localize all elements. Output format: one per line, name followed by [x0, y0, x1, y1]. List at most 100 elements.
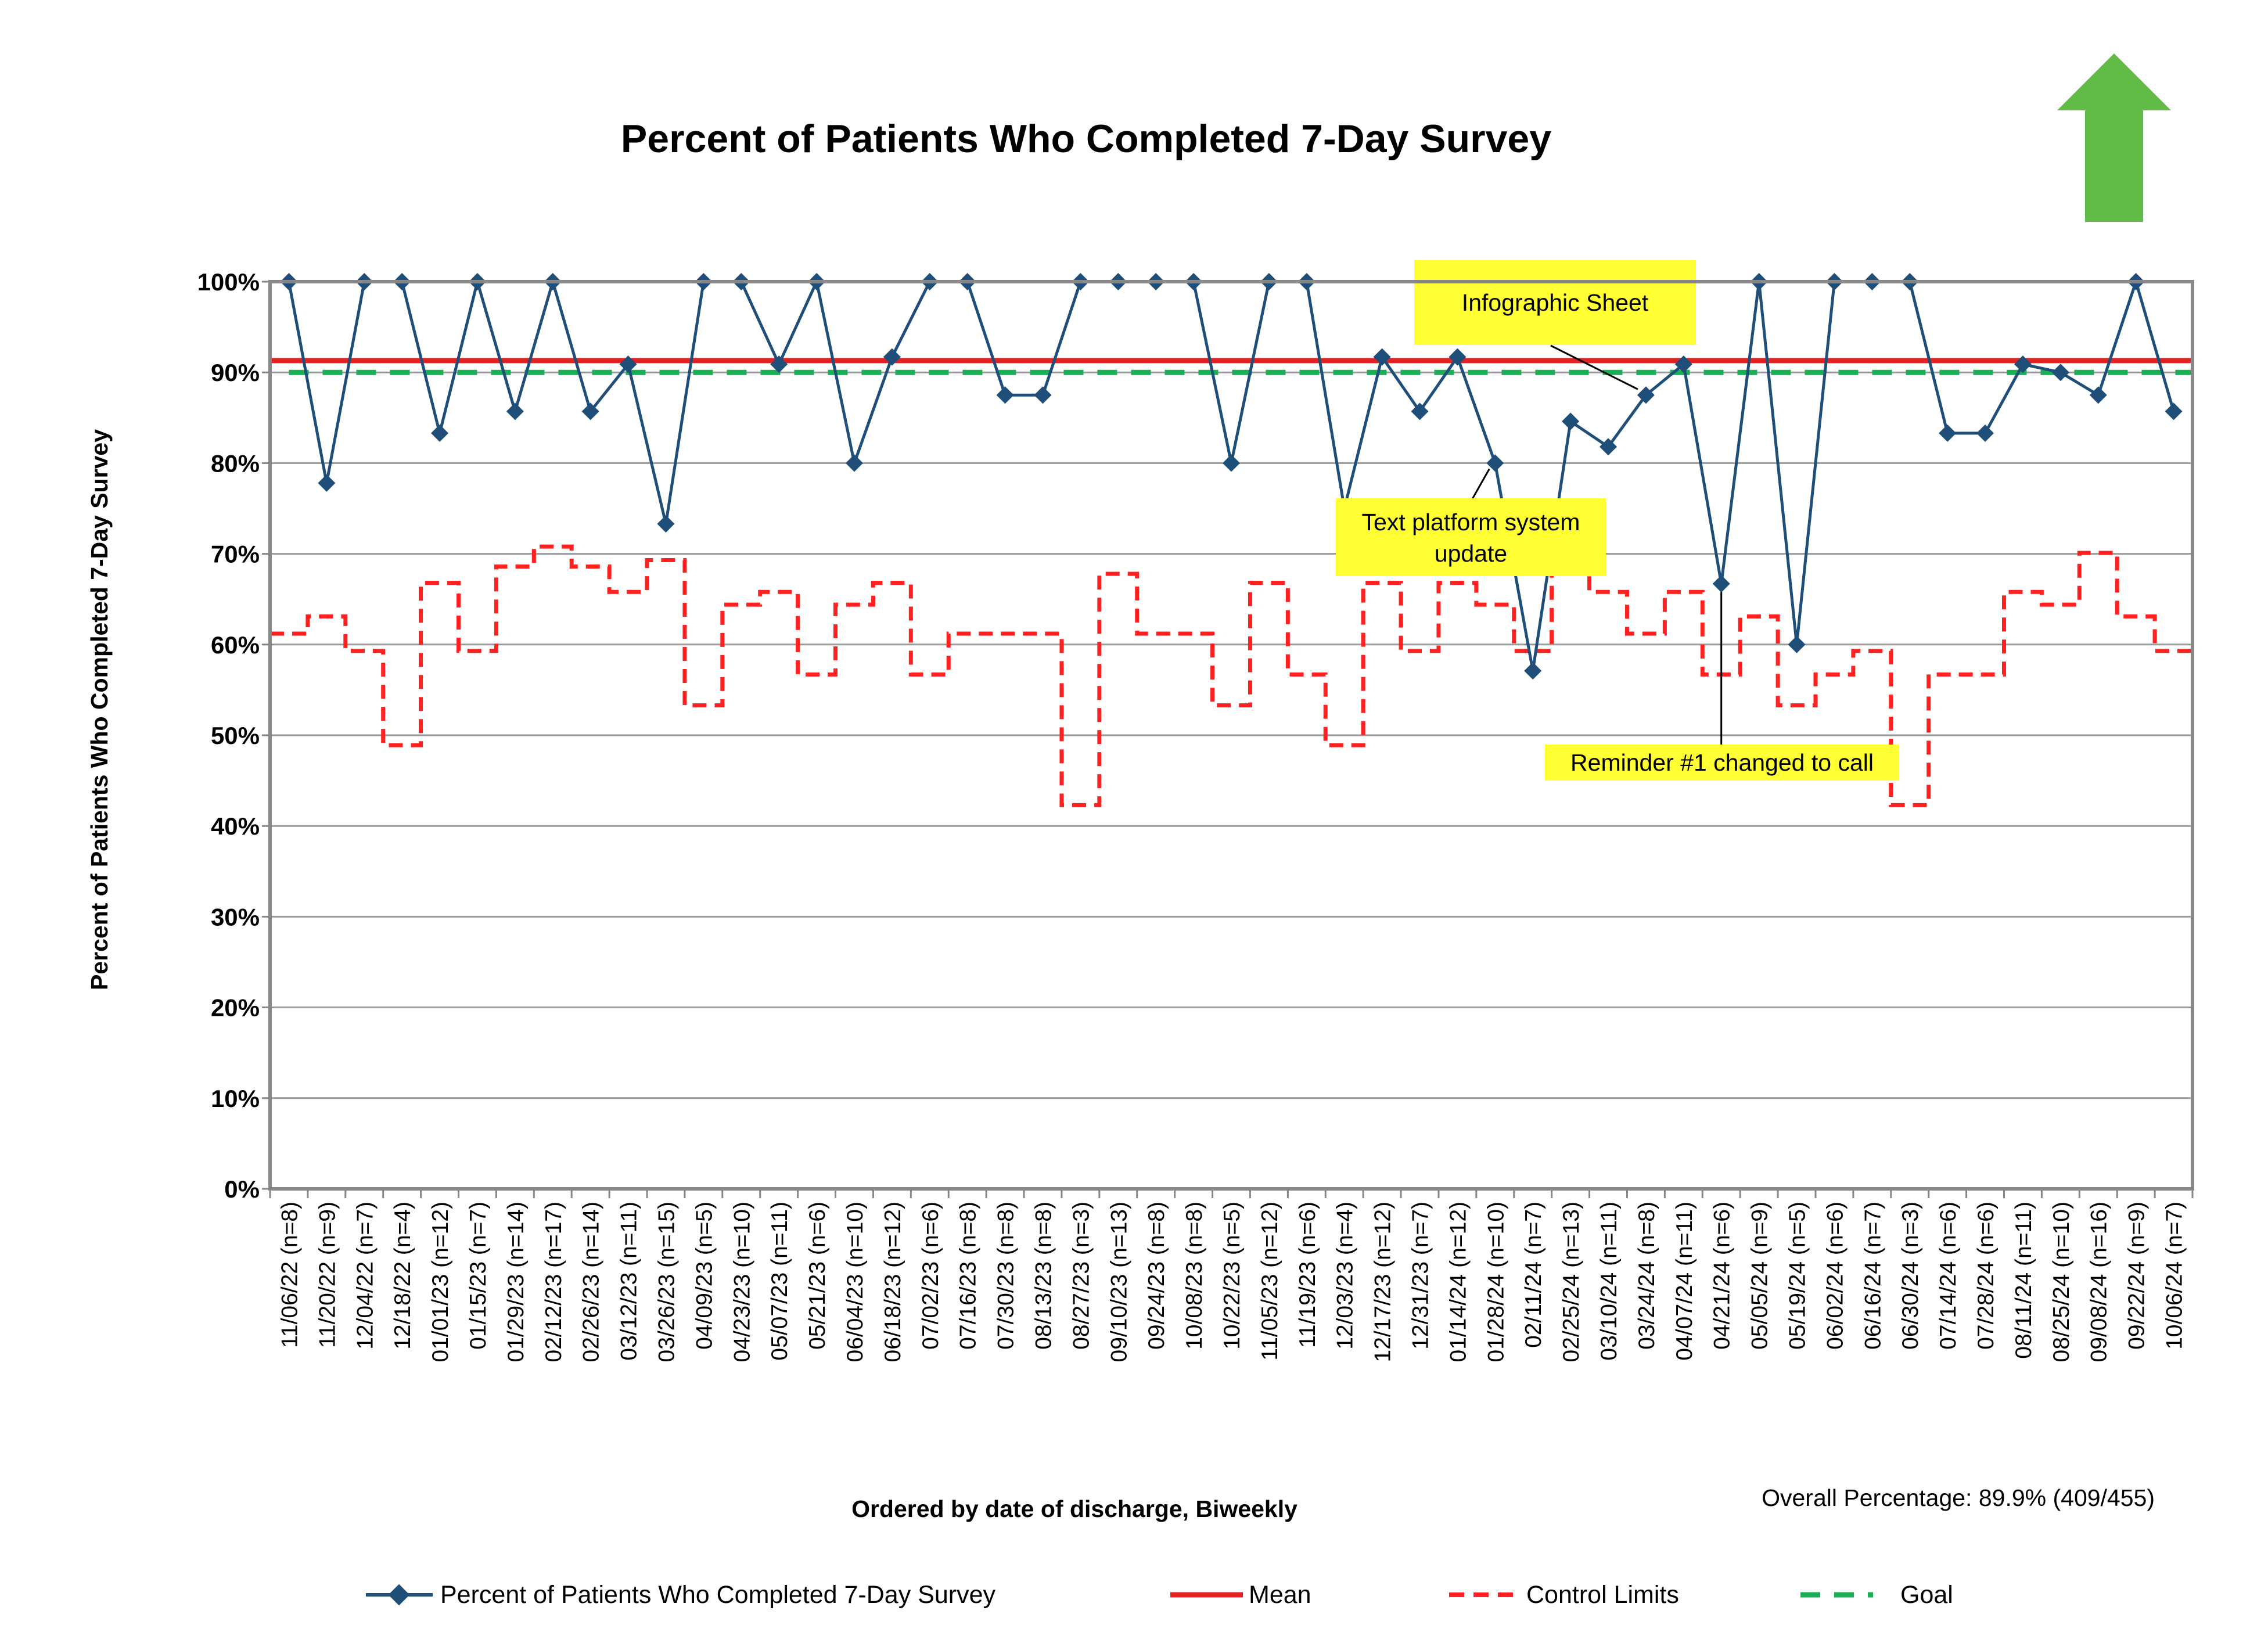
data-point: [770, 355, 788, 373]
svg-text:Percent of Patients Who Comple: Percent of Patients Who Completed 7-Day …: [440, 1581, 995, 1609]
y-tick-label: 90%: [211, 359, 260, 386]
annotations: Infographic Sheet Text platform system upd…: [1336, 260, 1899, 781]
data-point: [1448, 348, 1467, 366]
x-tick-label: 09/10/23 (n=13): [1106, 1202, 1131, 1362]
data-point: [1486, 454, 1504, 472]
data-point: [883, 348, 901, 366]
data-point: [1976, 424, 1994, 442]
annotation-box: [1414, 260, 1696, 345]
data-point: [1373, 348, 1391, 366]
reference-lines: [270, 358, 2192, 375]
data-point: [657, 515, 675, 533]
x-tick-label: 09/08/24 (n=16): [2087, 1202, 2112, 1362]
x-tick-label: 06/02/24 (n=6): [1823, 1202, 1848, 1350]
x-tick-label: 04/23/23 (n=10): [729, 1202, 754, 1362]
x-tick-label: 06/30/24 (n=3): [1898, 1202, 1923, 1350]
x-tick-label: 08/11/24 (n=11): [2011, 1202, 2036, 1359]
x-tick-label: 03/12/23 (n=11): [617, 1202, 642, 1361]
y-tick-label: 60%: [211, 631, 260, 659]
data-point: [318, 474, 336, 492]
chart-title: Percent of Patients Who Completed 7-Day …: [621, 117, 1551, 161]
x-tick-label: 01/28/24 (n=10): [1483, 1202, 1508, 1362]
x-tick-label: 07/28/24 (n=6): [1974, 1202, 1999, 1350]
y-tick-label: 40%: [211, 812, 260, 840]
x-tick-label: 05/21/23 (n=6): [805, 1202, 830, 1350]
x-axis-ticks: 11/06/22 (n=8) 11/20/22 (n=9) 12/04/22 (n=…: [269, 1189, 2194, 1362]
annotation-text: Text platform system: [1362, 509, 1580, 535]
x-tick-label: 02/12/23 (n=17): [541, 1202, 566, 1362]
x-tick-label: 01/01/23 (n=12): [428, 1202, 453, 1362]
annotation-text: Infographic Sheet: [1462, 289, 1649, 316]
up-arrow-icon: [2057, 53, 2171, 222]
x-tick-label: 08/13/23 (n=8): [1031, 1202, 1056, 1350]
x-tick-label: 12/31/23 (n=7): [1408, 1202, 1433, 1350]
annotation-infographic-sheet: Infographic Sheet: [1414, 260, 1696, 345]
x-tick-label: 01/14/24 (n=12): [1446, 1202, 1471, 1362]
x-tick-label: 04/09/23 (n=5): [692, 1202, 717, 1350]
y-tick-label: 10%: [211, 1085, 260, 1112]
annotation-text: Reminder #1 changed to call: [1570, 749, 1874, 776]
x-tick-label: 05/07/23 (n=11): [767, 1202, 792, 1361]
x-tick-label: 09/22/24 (n=9): [2125, 1202, 2150, 1350]
x-tick-label: 05/19/24 (n=5): [1785, 1202, 1810, 1350]
legend-item-mean: Mean: [1170, 1581, 1311, 1609]
annotation-leader: [1550, 344, 1638, 390]
data-point: [1788, 635, 1806, 653]
x-tick-label: 06/16/24 (n=7): [1860, 1202, 1885, 1350]
data-series: [280, 273, 2183, 680]
svg-text:Control Limits: Control Limits: [1526, 1581, 1679, 1609]
x-tick-label: 09/24/23 (n=8): [1144, 1202, 1169, 1350]
legend-item-percent: Percent of Patients Who Completed 7-Day …: [366, 1581, 995, 1609]
annotation-reminder: Reminder #1 changed to call: [1545, 745, 1899, 781]
x-tick-label: 07/14/24 (n=6): [1936, 1202, 1961, 1350]
x-tick-label: 11/05/23 (n=12): [1257, 1202, 1282, 1361]
annotation-leader: [1468, 468, 1490, 505]
gridlines: [262, 281, 2192, 1190]
data-point: [431, 424, 449, 442]
overall-percentage: Overall Percentage: 89.9% (409/455): [1762, 1484, 2155, 1511]
data-point: [1223, 454, 1240, 472]
x-tick-label: 02/26/23 (n=14): [579, 1202, 604, 1362]
y-tick-label: 100%: [197, 268, 260, 296]
x-tick-label: 06/04/23 (n=10): [843, 1202, 868, 1362]
annotation-box: [1336, 498, 1606, 576]
svg-text:Mean: Mean: [1249, 1581, 1311, 1609]
y-tick-label: 30%: [211, 903, 260, 930]
x-tick-label: 12/03/23 (n=4): [1333, 1202, 1358, 1350]
x-tick-label: 04/21/24 (n=6): [1710, 1202, 1735, 1350]
x-tick-label: 11/06/22 (n=8): [277, 1202, 302, 1348]
y-tick-label: 50%: [211, 722, 260, 749]
y-tick-label: 80%: [211, 450, 260, 477]
data-point: [2089, 386, 2107, 404]
legend-item-goal: Goal: [1800, 1581, 1953, 1609]
x-tick-label: 10/08/23 (n=8): [1182, 1202, 1207, 1350]
data-point: [1524, 662, 1542, 680]
legend: Percent of Patients Who Completed 7-Day …: [366, 1581, 1953, 1609]
x-tick-label: 11/20/22 (n=9): [315, 1202, 340, 1348]
x-tick-label: 01/15/23 (n=7): [466, 1202, 491, 1350]
x-tick-label: 03/26/23 (n=15): [654, 1202, 679, 1362]
x-axis-title: Ordered by date of discharge, Biweekly: [851, 1495, 1297, 1522]
x-tick-label: 12/18/22 (n=4): [390, 1202, 415, 1350]
y-axis-title: Percent of Patients Who Completed 7-Day …: [86, 429, 113, 990]
data-point: [619, 355, 637, 373]
x-tick-label: 06/18/23 (n=12): [880, 1202, 905, 1362]
x-tick-label: 12/04/22 (n=7): [353, 1202, 378, 1350]
legend-item-control-limits: Control Limits: [1449, 1581, 1679, 1609]
data-point: [1674, 355, 1692, 373]
x-tick-label: 07/30/23 (n=8): [994, 1202, 1019, 1350]
data-point: [506, 402, 524, 420]
plot-area-border: [268, 280, 2194, 1191]
x-tick-label: 02/25/24 (n=13): [1559, 1202, 1584, 1362]
x-tick-label: 05/05/24 (n=9): [1748, 1202, 1773, 1350]
x-tick-label: 08/27/23 (n=3): [1069, 1202, 1094, 1350]
data-point: [1562, 412, 1580, 430]
x-tick-label: 02/11/24 (n=7): [1521, 1202, 1546, 1348]
x-tick-label: 10/22/23 (n=5): [1220, 1202, 1245, 1350]
data-point: [845, 454, 863, 472]
percent-series-line: [287, 280, 2175, 673]
lower-control-limit: [270, 544, 2192, 807]
x-tick-label: 01/29/23 (n=14): [504, 1202, 529, 1362]
annotation-text: update: [1435, 540, 1507, 567]
